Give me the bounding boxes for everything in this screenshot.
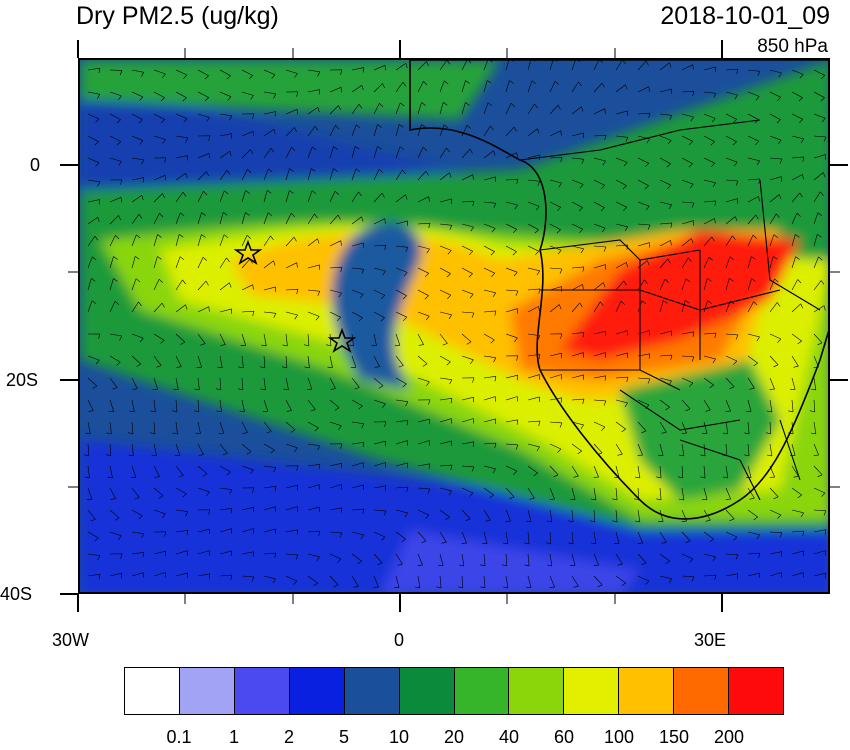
colorbar-box xyxy=(509,668,565,714)
pressure-level: 850 hPa xyxy=(757,36,828,57)
colorbar-box xyxy=(125,668,180,714)
colorbar-label: 60 xyxy=(553,727,575,747)
wind-barbs xyxy=(84,60,827,589)
map-title: Dry PM2.5 (ug/kg) xyxy=(76,2,279,30)
colorbar-label: 5 xyxy=(338,727,350,747)
map-canvas xyxy=(80,60,828,592)
country-borders xyxy=(519,119,821,501)
colorbar-box xyxy=(289,668,345,714)
colorbar-box xyxy=(179,668,235,714)
lon-label-0: 0 xyxy=(394,630,405,650)
colorbar-box xyxy=(619,668,675,714)
star-marker xyxy=(233,239,263,265)
lon-label-30w: 30W xyxy=(52,630,90,650)
lat-label-0: 0 xyxy=(30,155,41,175)
colorbar-box xyxy=(454,668,510,714)
colorbar-box xyxy=(729,668,784,714)
map-panel xyxy=(78,58,830,594)
colorbar-box xyxy=(399,668,455,714)
site-markers xyxy=(233,239,357,353)
pm25-field xyxy=(80,60,828,592)
lat-label-40s: 40S xyxy=(0,584,33,604)
colorbar-label: 1 xyxy=(228,727,240,747)
colorbar-label: 40 xyxy=(498,727,520,747)
colorbar xyxy=(124,667,784,715)
colorbar-box xyxy=(344,668,400,714)
colorbar-box xyxy=(674,668,730,714)
colorbar-label: 2 xyxy=(283,727,295,747)
colorbar-label: 100 xyxy=(603,727,635,747)
colorbar-label: 0.1 xyxy=(166,727,192,747)
star-marker xyxy=(327,327,357,353)
colorbar-box xyxy=(564,668,620,714)
lon-label-30e: 30E xyxy=(694,630,727,650)
colorbar-label: 20 xyxy=(443,727,465,747)
colorbar-label: 10 xyxy=(388,727,410,747)
colorbar-box xyxy=(234,668,290,714)
map-datetime: 2018-10-01_09 xyxy=(660,2,830,30)
lat-label-20s: 20S xyxy=(6,370,39,390)
colorbar-label: 200 xyxy=(713,727,745,747)
colorbar-label: 150 xyxy=(658,727,690,747)
